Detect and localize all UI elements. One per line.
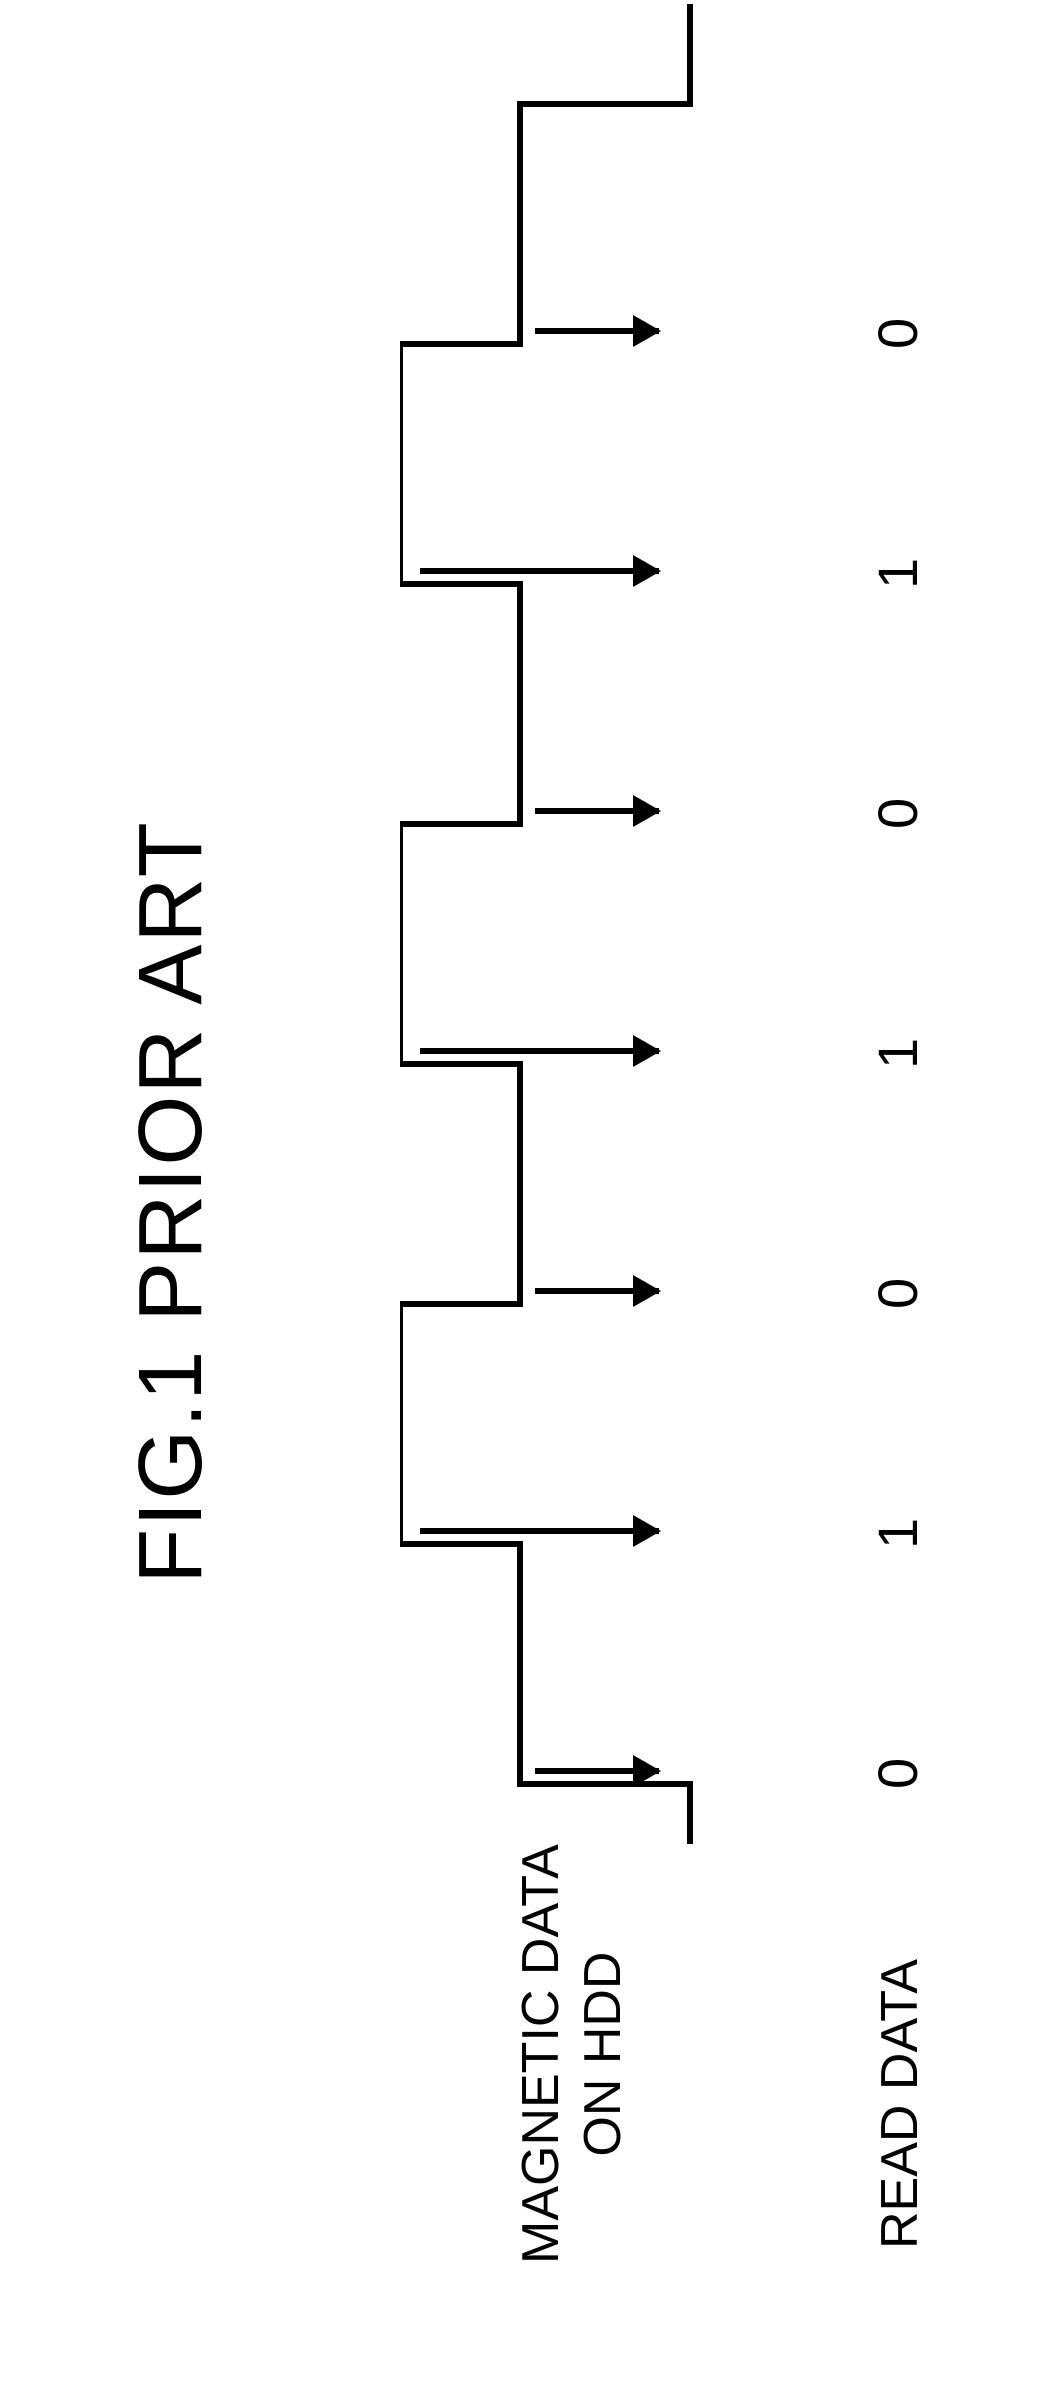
- read-value: 1: [865, 1038, 930, 1069]
- read-value: 0: [865, 1278, 930, 1309]
- read-value: 0: [865, 1758, 930, 1789]
- read-value: 0: [865, 798, 930, 829]
- read-value: 1: [865, 1518, 930, 1549]
- label-read-data: READ DATA: [870, 1959, 930, 2249]
- sample-arrow: [420, 568, 659, 574]
- sample-arrow: [535, 1288, 659, 1294]
- sample-arrow: [535, 1768, 659, 1774]
- read-value: 1: [865, 558, 930, 589]
- magnetic-waveform: [400, 0, 720, 1844]
- label-magnetic-line1: MAGNETIC DATA: [512, 1844, 570, 2264]
- sample-arrow: [420, 1048, 659, 1054]
- read-value: 0: [865, 318, 930, 349]
- label-magnetic-line2: ON HDD: [574, 1952, 632, 2157]
- figure-container: FIG.1 PRIOR ART MAGNETIC DATA ON HDD REA…: [0, 0, 1050, 2404]
- figure-title: FIG.1 PRIOR ART: [120, 820, 223, 1584]
- sample-arrow: [420, 1528, 659, 1534]
- label-magnetic-data: MAGNETIC DATA ON HDD: [510, 1844, 635, 2264]
- sample-arrow: [535, 808, 659, 814]
- sample-arrow: [535, 328, 659, 334]
